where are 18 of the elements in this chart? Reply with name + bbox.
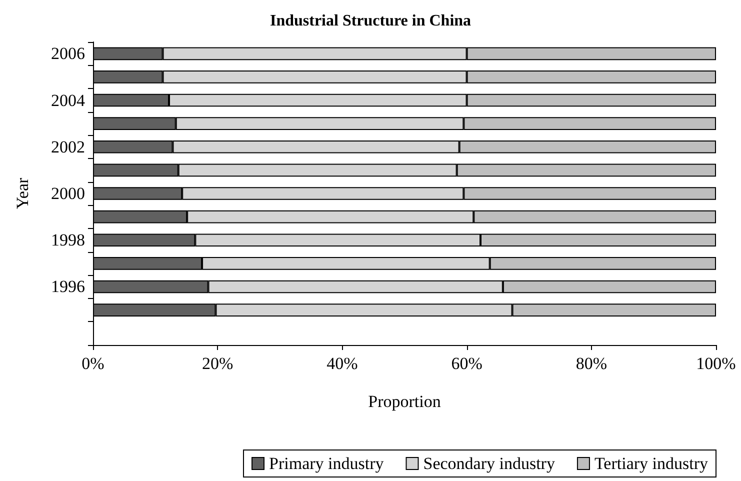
- x-tick-label: 80%: [576, 354, 607, 373]
- x-tick-label: 20%: [202, 354, 234, 373]
- x-tick-label: 0%: [82, 354, 104, 373]
- y-tick-label: 2002: [51, 137, 85, 156]
- x-tick-label: 60%: [451, 354, 482, 373]
- y-tick-label: 1998: [51, 230, 85, 250]
- y-tick-label: 2006: [51, 44, 85, 64]
- y-tick-label: 1996: [51, 277, 85, 296]
- x-tick-label: 100%: [696, 354, 736, 373]
- chart-title: Industrial Structure in China: [270, 12, 472, 30]
- y-axis-title: Year: [13, 178, 32, 210]
- x-tick-label: 40%: [326, 354, 358, 373]
- x-axis-title: Proportion: [368, 392, 442, 411]
- y-tick-label: 2000: [51, 184, 85, 203]
- y-tick-label: 2004: [51, 90, 86, 110]
- legend-label: Secondary industry: [423, 454, 556, 473]
- legend-label: Tertiary industry: [594, 454, 708, 473]
- legend-label: Primary industry: [269, 454, 384, 473]
